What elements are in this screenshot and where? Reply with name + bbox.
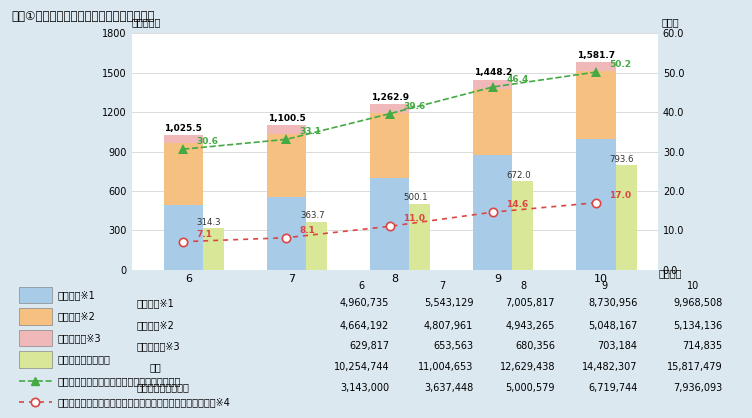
Text: 小規模施設※3: 小規模施設※3 (137, 341, 180, 351)
Text: 1,025.5: 1,025.5 (164, 124, 202, 133)
Text: 12,629,438: 12,629,438 (499, 362, 555, 372)
Text: 33.1: 33.1 (300, 127, 322, 136)
Text: 7.1: 7.1 (196, 229, 213, 239)
Text: 363.7: 363.7 (300, 212, 325, 220)
Text: 1,100.5: 1,100.5 (268, 114, 305, 123)
Text: 図表①　自主放送を行う施設の契約数の推移: 図表① 自主放送を行う施設の契約数の推移 (11, 10, 155, 23)
Text: 680,356: 680,356 (515, 341, 555, 351)
Text: 許可施設※1: 許可施設※1 (58, 290, 96, 300)
Bar (504, 181, 533, 270)
Text: 14,482,307: 14,482,307 (582, 362, 638, 372)
Text: 4,960,735: 4,960,735 (340, 298, 390, 308)
Bar (164, 204, 203, 270)
Bar (267, 125, 306, 134)
Text: 653,563: 653,563 (433, 341, 473, 351)
Bar (267, 197, 306, 270)
Text: 4,807,961: 4,807,961 (424, 321, 473, 331)
Text: 4,943,265: 4,943,265 (505, 321, 555, 331)
Bar (194, 228, 224, 270)
Text: 50.2: 50.2 (609, 60, 632, 69)
Text: 672.0: 672.0 (506, 171, 531, 180)
Bar (298, 222, 327, 270)
Text: （％）: （％） (662, 17, 679, 27)
Text: 届出施設※2: 届出施設※2 (58, 311, 96, 321)
Text: （年度）: （年度） (659, 268, 682, 278)
Text: 39.6: 39.6 (403, 102, 426, 111)
Text: 5,543,129: 5,543,129 (424, 298, 473, 308)
Bar (577, 71, 616, 139)
Text: 11,004,653: 11,004,653 (418, 362, 473, 372)
Text: 15,817,479: 15,817,479 (667, 362, 723, 372)
Bar (164, 135, 203, 143)
Text: 8,730,956: 8,730,956 (588, 298, 638, 308)
Text: 703,184: 703,184 (598, 341, 638, 351)
Text: 8: 8 (520, 281, 526, 291)
Bar (19, 351, 52, 367)
Text: （万契約）: （万契約） (132, 17, 161, 27)
Bar (577, 139, 616, 270)
Text: 6: 6 (358, 281, 364, 291)
Bar (607, 166, 637, 270)
Text: 7,936,093: 7,936,093 (673, 382, 723, 393)
Text: 30.6: 30.6 (196, 137, 219, 146)
Bar (473, 155, 512, 270)
Bar (164, 143, 203, 204)
Text: 4,664,192: 4,664,192 (340, 321, 390, 331)
Text: 許可施設※1: 許可施設※1 (137, 298, 174, 308)
Bar (370, 113, 409, 178)
Bar (370, 178, 409, 270)
Text: 714,835: 714,835 (682, 341, 723, 351)
Text: 小規模施設※3: 小規模施設※3 (58, 333, 102, 343)
Text: 自主放送を行う施設: 自主放送を行う施設 (58, 354, 111, 364)
Text: 629,817: 629,817 (349, 341, 390, 351)
Bar (473, 89, 512, 155)
Text: 5,048,167: 5,048,167 (588, 321, 638, 331)
Text: 届出施設※2: 届出施設※2 (137, 321, 174, 331)
Text: 10,254,744: 10,254,744 (334, 362, 390, 372)
Text: 自主放送を行う施設: 自主放送を行う施設 (137, 382, 190, 393)
Text: 1,262.9: 1,262.9 (371, 92, 408, 102)
Text: 自主放送を行う施設の契約割合（全国総世帯数比）：（％）※4: 自主放送を行う施設の契約割合（全国総世帯数比）：（％）※4 (58, 397, 231, 407)
Text: 5,134,136: 5,134,136 (673, 321, 723, 331)
Text: 9,968,508: 9,968,508 (673, 298, 723, 308)
Text: 793.6: 793.6 (610, 155, 634, 164)
Text: 17.0: 17.0 (609, 191, 632, 199)
Text: 5,000,579: 5,000,579 (505, 382, 555, 393)
Text: 合計: 合計 (150, 362, 162, 372)
Text: 314.3: 314.3 (197, 218, 221, 227)
Bar (267, 134, 306, 197)
Text: 3,637,448: 3,637,448 (424, 382, 473, 393)
Text: 46.4: 46.4 (506, 75, 529, 84)
Text: 9: 9 (602, 281, 608, 291)
Text: 1,581.7: 1,581.7 (577, 51, 615, 60)
Text: 7: 7 (439, 281, 445, 291)
Text: 8.1: 8.1 (300, 226, 316, 234)
Text: 3,143,000: 3,143,000 (340, 382, 390, 393)
Bar (577, 62, 616, 71)
Text: 6,719,744: 6,719,744 (588, 382, 638, 393)
Text: 自主放送を行う施設の契約割合（総契約数比）: 自主放送を行う施設の契約割合（総契約数比） (58, 376, 181, 386)
Text: 10: 10 (687, 281, 699, 291)
Bar (19, 330, 52, 346)
Bar (19, 308, 52, 325)
Text: 14.6: 14.6 (506, 200, 529, 209)
Bar (370, 104, 409, 113)
Text: 1,448.2: 1,448.2 (474, 68, 512, 77)
Bar (473, 79, 512, 89)
Bar (401, 204, 430, 270)
Text: 11.0: 11.0 (403, 214, 425, 223)
Text: 7,005,817: 7,005,817 (505, 298, 555, 308)
Bar (19, 287, 52, 303)
Text: 500.1: 500.1 (403, 194, 428, 202)
